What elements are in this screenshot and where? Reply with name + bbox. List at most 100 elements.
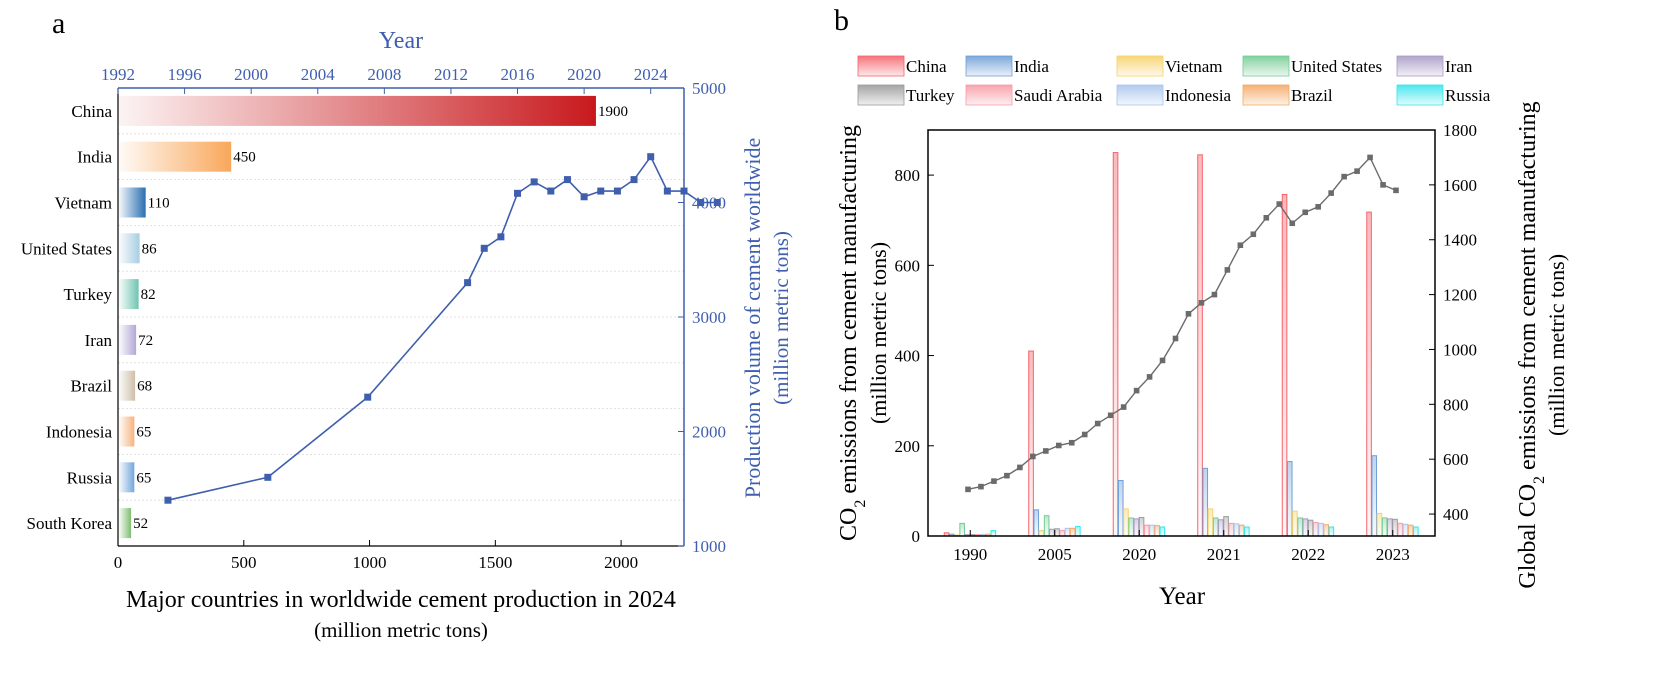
right-tick-label: 4000 <box>692 194 726 213</box>
panel-b-right-axis-title: Global CO2 emissions from cement manufac… <box>1515 101 1548 588</box>
production-point <box>647 153 655 161</box>
global-emissions-point <box>1211 291 1218 298</box>
panel-a-ticks: China India Vietnam United States Turkey Iran… <box>21 65 726 572</box>
panel-b-legend: China India Vietnam United States Iran Turkey… <box>857 55 1491 106</box>
right-tick-label: 600 <box>1443 450 1469 469</box>
bar-india-2005 <box>1033 509 1040 537</box>
panel-a-right-axis-title: Production volume of cement worldwide <box>740 138 765 498</box>
right-tick-label: 1600 <box>1443 176 1477 195</box>
panel-b-right-axis-unit: (million metric tons) <box>1544 254 1569 436</box>
production-point <box>580 193 588 201</box>
bar-south-korea <box>119 508 132 539</box>
value-label-vietnam: 110 <box>148 196 170 212</box>
bar-russia-2005 <box>1075 526 1081 537</box>
global-emissions-point <box>1068 439 1075 446</box>
production-point <box>630 176 638 184</box>
value-label-turkey: 82 <box>141 287 156 303</box>
bar-india-2021 <box>1202 467 1209 537</box>
global-emissions-point <box>1030 453 1036 460</box>
right-tick-label: 800 <box>1443 395 1469 414</box>
right-tick-label: 3000 <box>692 308 726 327</box>
production-point <box>713 199 721 206</box>
panel-a-top-axis-title: Year <box>379 28 423 54</box>
bar-united-states-2023 <box>1381 517 1388 537</box>
left-tick-label: 200 <box>895 437 921 456</box>
legend-label-turkey: Turkey <box>906 86 955 105</box>
bar-turkey-2021 <box>1223 516 1229 537</box>
bar-india <box>119 141 232 172</box>
right-tick-label: 1200 <box>1443 286 1477 305</box>
legend-swatch-india <box>965 55 1013 77</box>
x-tick-label: 1990 <box>953 545 987 564</box>
legend-swatch-turkey <box>857 84 905 106</box>
legend-label-china: China <box>906 57 947 76</box>
global-emissions-point <box>1380 182 1386 188</box>
global-emissions-point <box>1341 173 1347 180</box>
bar-vietnam-2023 <box>1376 512 1383 537</box>
global-emissions-point <box>1250 231 1257 238</box>
global-emissions-point <box>1120 404 1127 410</box>
global-emissions-point <box>978 483 984 490</box>
bar-brazil-2020 <box>1154 525 1160 537</box>
left-tick-label: 0 <box>912 527 921 546</box>
bar-china <box>119 95 596 126</box>
bar-indonesia-2005 <box>1064 527 1071 537</box>
bar-china-2021 <box>1197 154 1203 537</box>
bar-russia-2020 <box>1159 526 1166 537</box>
panel-a-x-axis-unit: (million metric tons) <box>314 618 488 642</box>
top-tick-label: 2008 <box>367 65 401 84</box>
global-emissions-point <box>1367 154 1373 161</box>
top-tick-label: 2012 <box>434 65 468 84</box>
bar-indonesia-2022 <box>1318 522 1324 537</box>
legend-swatch-saudi-arabia <box>965 84 1013 106</box>
panel-b-left-axis-unit: (million metric tons) <box>866 242 891 424</box>
global-emissions-point <box>1094 420 1101 427</box>
bar-vietnam-2022 <box>1292 510 1298 537</box>
global-emissions-point <box>1315 204 1321 210</box>
production-point <box>563 176 571 184</box>
panel-a-x-axis-title: Major countries in worldwide cement prod… <box>126 587 676 613</box>
global-emissions-point <box>1354 168 1360 174</box>
bar-china-2005 <box>1028 350 1034 537</box>
category-label-india: India <box>77 148 112 167</box>
production-point <box>530 178 538 186</box>
category-label-south-korea: South Korea <box>27 514 113 533</box>
production-point <box>547 187 555 195</box>
legend-label-iran: Iran <box>1445 57 1473 76</box>
right-tick-label: 1000 <box>1443 340 1477 359</box>
legend-label-vietnam: Vietnam <box>1165 57 1223 76</box>
x-tick-label: 2021 <box>1207 545 1241 564</box>
legend-swatch-brazil <box>1242 84 1290 106</box>
x-tick-label: 2000 <box>604 553 638 572</box>
bar-saudi-arabia-2022 <box>1312 521 1319 537</box>
right-tick-label: 400 <box>1443 505 1469 524</box>
legend-swatch-vietnam <box>1116 55 1164 77</box>
legend-label-saudi-arabia: Saudi Arabia <box>1014 86 1103 105</box>
bar-saudi-arabia-2020 <box>1143 524 1150 537</box>
category-label-china: China <box>71 102 112 121</box>
bar-brazil-2022 <box>1323 524 1329 537</box>
panel-b-left-axis-title: CO2 emissions from cement manufacturing <box>836 125 869 541</box>
global-emissions-point <box>1185 310 1192 317</box>
bar-russia-2022 <box>1328 526 1335 537</box>
right-tick-label: 1400 <box>1443 231 1477 250</box>
bar-indonesia-2021 <box>1233 523 1240 537</box>
legend-label-indonesia: Indonesia <box>1165 86 1232 105</box>
bar-turkey-2023 <box>1392 518 1398 537</box>
legend-swatch-china <box>857 55 905 77</box>
legend-swatch-indonesia <box>1116 84 1164 106</box>
global-emissions-point <box>965 486 971 493</box>
value-label-brazil: 68 <box>137 379 152 395</box>
top-tick-label: 1996 <box>168 65 202 84</box>
value-label-south-korea: 52 <box>133 516 148 532</box>
category-label-turkey: Turkey <box>64 285 113 304</box>
top-tick-label: 2020 <box>567 65 601 84</box>
x-tick-label: 2020 <box>1122 545 1156 564</box>
panel-b-letter: b <box>834 4 849 37</box>
legend-swatch-iran <box>1396 55 1444 77</box>
bar-united-states-2020 <box>1128 517 1134 537</box>
global-emissions-line <box>967 156 1397 491</box>
bar-india-2022 <box>1286 461 1293 537</box>
x-tick-label: 0 <box>114 553 123 572</box>
value-label-russia: 65 <box>136 470 151 486</box>
